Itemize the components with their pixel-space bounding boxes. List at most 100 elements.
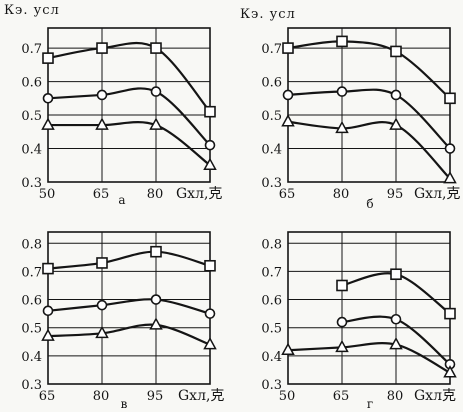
x-tick-label: 80 bbox=[387, 389, 404, 404]
data-point-triangle bbox=[281, 342, 295, 355]
series-line-triangle bbox=[47, 323, 211, 346]
y-axis-label: Кэ. усл bbox=[4, 3, 60, 18]
data-point-square bbox=[42, 262, 54, 275]
y-tick-label: 0.5 bbox=[261, 109, 282, 124]
data-point-square bbox=[96, 42, 108, 54]
data-point-circle bbox=[150, 294, 162, 305]
series-line-circle bbox=[47, 87, 211, 146]
x-tick-label: 65 bbox=[333, 389, 350, 404]
data-point-triangle bbox=[335, 120, 349, 134]
panel-label: г bbox=[367, 397, 373, 411]
data-point-circle bbox=[42, 93, 54, 104]
data-point-square bbox=[204, 105, 216, 118]
y-tick-label: 0.3 bbox=[21, 378, 42, 393]
data-point-square bbox=[282, 42, 294, 54]
series-line-triangle bbox=[287, 342, 451, 374]
x-tick-label: 65 bbox=[39, 389, 56, 404]
data-point-square bbox=[390, 45, 402, 58]
data-point-circle bbox=[390, 89, 402, 101]
panel-label: б bbox=[366, 197, 373, 211]
x-tick-label: 65 bbox=[279, 187, 296, 202]
y-tick-label: 0.4 bbox=[21, 350, 42, 365]
plot-frame bbox=[47, 27, 211, 183]
x-tick-label: 80 bbox=[93, 389, 110, 404]
y-tick-label: 0.3 bbox=[261, 176, 282, 191]
y-axis-label: Кэ. усл bbox=[240, 7, 296, 22]
data-point-circle bbox=[150, 86, 162, 97]
data-point-circle bbox=[204, 308, 216, 319]
data-point-square bbox=[444, 92, 456, 105]
panel-label: а bbox=[118, 193, 125, 207]
series-line-triangle bbox=[287, 120, 451, 180]
y-tick-label: 0.7 bbox=[261, 42, 282, 57]
data-point-triangle bbox=[389, 337, 403, 350]
y-tick-label: 0.6 bbox=[21, 294, 42, 309]
y-tick-label: 0.8 bbox=[261, 237, 282, 252]
data-point-triangle bbox=[203, 157, 217, 171]
y-tick-label: 0.6 bbox=[261, 294, 282, 309]
series-line-square bbox=[47, 41, 211, 113]
y-tick-label: 0.5 bbox=[261, 322, 282, 337]
data-point-square bbox=[150, 42, 162, 54]
data-point-triangle bbox=[95, 325, 109, 339]
data-point-circle bbox=[390, 313, 402, 325]
data-point-square bbox=[444, 307, 456, 320]
series-line-triangle bbox=[48, 121, 211, 167]
data-point-triangle bbox=[443, 171, 457, 184]
y-tick-label: 0.4 bbox=[261, 143, 282, 158]
data-point-triangle bbox=[41, 328, 55, 341]
y-tick-label: 0.3 bbox=[21, 176, 42, 191]
data-point-circle bbox=[42, 305, 54, 317]
data-point-circle bbox=[204, 139, 216, 151]
data-point-circle bbox=[282, 89, 294, 101]
y-tick-label: 0.8 bbox=[21, 237, 42, 252]
y-tick-label: 0.4 bbox=[261, 350, 282, 365]
data-point-circle bbox=[336, 86, 348, 97]
series-line-square bbox=[47, 250, 211, 270]
x-tick-label: 80 bbox=[333, 187, 350, 202]
x-axis-unit: Gхл,克 bbox=[176, 186, 222, 202]
data-point-triangle bbox=[443, 365, 457, 378]
series-line-circle bbox=[47, 298, 211, 315]
x-tick-label: 80 bbox=[147, 187, 164, 202]
plot-frame bbox=[287, 27, 451, 183]
data-point-circle bbox=[444, 143, 456, 154]
data-point-square bbox=[204, 259, 216, 272]
data-point-square bbox=[390, 268, 402, 281]
x-axis-unit: Gхл克 bbox=[414, 388, 456, 404]
data-point-circle bbox=[96, 89, 108, 101]
y-tick-label: 0.3 bbox=[261, 378, 282, 393]
x-tick-label: 50 bbox=[279, 389, 296, 404]
x-tick-label: 65 bbox=[93, 187, 110, 202]
y-tick-label: 0.7 bbox=[21, 265, 42, 280]
x-tick-label: 95 bbox=[147, 389, 164, 404]
y-tick-label: 0.6 bbox=[261, 76, 282, 91]
data-point-square bbox=[336, 279, 348, 292]
data-point-triangle bbox=[149, 317, 163, 330]
data-point-circle bbox=[336, 316, 348, 328]
data-point-square bbox=[96, 257, 108, 269]
data-point-circle bbox=[96, 299, 108, 311]
x-axis-unit: Gхл,克 bbox=[414, 186, 460, 202]
y-tick-label: 0.7 bbox=[261, 265, 282, 280]
data-point-triangle bbox=[95, 117, 109, 130]
x-tick-label: 50 bbox=[39, 187, 56, 202]
y-tick-label: 0.5 bbox=[21, 109, 42, 124]
y-tick-label: 0.7 bbox=[21, 42, 42, 57]
data-point-triangle bbox=[41, 117, 55, 130]
data-point-square bbox=[336, 35, 348, 48]
data-point-square bbox=[42, 52, 54, 64]
data-point-triangle bbox=[203, 337, 217, 350]
x-axis-unit: Gхл,克 bbox=[178, 388, 224, 404]
plot-frame bbox=[287, 231, 451, 385]
y-tick-label: 0.4 bbox=[21, 143, 42, 158]
series-line-square bbox=[287, 40, 451, 100]
y-tick-label: 0.6 bbox=[21, 76, 42, 91]
data-point-triangle bbox=[389, 117, 403, 130]
series-line-circle bbox=[287, 88, 451, 150]
data-point-square bbox=[150, 245, 162, 258]
panel-label: в bbox=[121, 397, 128, 411]
data-point-triangle bbox=[335, 339, 349, 353]
